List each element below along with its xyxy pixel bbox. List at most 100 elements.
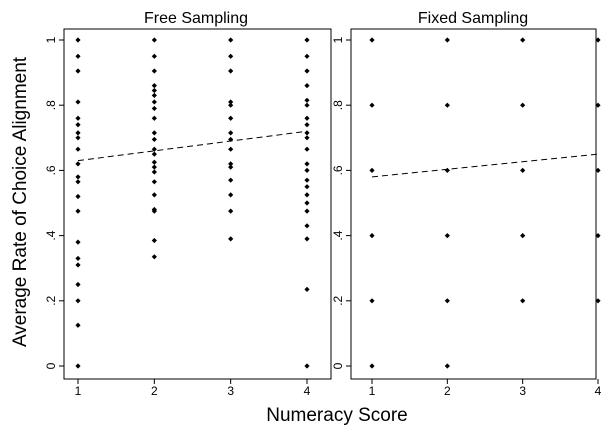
data-point — [304, 161, 310, 167]
data-point — [75, 179, 81, 185]
data-point — [228, 102, 234, 108]
data-point — [304, 146, 310, 152]
data-point — [151, 164, 157, 170]
data-point — [595, 167, 601, 173]
data-point — [75, 363, 81, 369]
data-point — [75, 37, 81, 43]
data-point — [304, 97, 310, 103]
data-point — [369, 167, 375, 173]
data-point — [304, 102, 310, 108]
data-point — [151, 237, 157, 244]
data-point — [304, 135, 310, 141]
data-point — [304, 286, 310, 292]
data-point — [304, 363, 310, 369]
data-point — [151, 87, 157, 94]
data-point — [151, 192, 157, 198]
data-point — [304, 122, 310, 128]
data-point — [75, 53, 81, 59]
plot-frame — [350, 28, 597, 380]
data-point — [228, 236, 234, 242]
data-point — [304, 37, 310, 43]
data-point — [151, 151, 157, 157]
y-tick-label: .4 — [44, 230, 58, 240]
panel-0: Free Sampling 0 .2 .4 .6 .8 1 1 2 3 4 — [44, 10, 332, 398]
data-point — [228, 192, 234, 198]
data-point — [75, 68, 81, 74]
data-point — [595, 233, 601, 239]
data-point — [304, 236, 310, 242]
data-point — [228, 177, 234, 183]
y-tick-label: 0 — [331, 362, 345, 369]
data-point — [444, 102, 450, 108]
y-tick-label: .8 — [331, 100, 345, 110]
data-point — [444, 363, 450, 369]
x-tick-label: 4 — [595, 384, 602, 398]
data-point — [151, 146, 157, 152]
data-point — [304, 115, 310, 121]
x-tick-label: 3 — [519, 384, 526, 398]
data-point — [228, 68, 234, 74]
data-point — [228, 136, 234, 143]
data-point — [304, 223, 310, 229]
x-tick-label: 1 — [369, 384, 376, 398]
data-point — [75, 298, 81, 304]
y-tick-label: .6 — [331, 165, 345, 175]
data-point — [444, 233, 450, 239]
fit-line — [371, 153, 599, 178]
data-point — [228, 53, 234, 59]
panel-title: Free Sampling — [144, 10, 248, 27]
data-point — [228, 115, 234, 121]
data-point — [520, 298, 526, 304]
data-point — [75, 239, 81, 245]
data-point — [444, 37, 450, 43]
data-point — [520, 167, 526, 173]
data-point — [151, 53, 157, 59]
data-point — [75, 130, 81, 136]
data-point — [75, 146, 81, 152]
fit-line — [77, 130, 308, 162]
data-point — [151, 92, 157, 99]
data-point — [304, 177, 310, 183]
data-point — [444, 298, 450, 304]
data-point — [304, 208, 310, 214]
data-point — [369, 233, 375, 239]
data-point — [228, 208, 234, 214]
data-point — [151, 254, 157, 260]
data-point — [595, 298, 601, 304]
x-tick-label: 1 — [75, 384, 82, 398]
data-point — [151, 208, 157, 214]
data-point — [151, 105, 157, 112]
data-point — [75, 281, 81, 288]
x-axis-title: Numeracy Score — [266, 405, 408, 426]
data-point — [369, 102, 375, 108]
data-point — [151, 115, 157, 121]
data-point — [369, 363, 375, 369]
data-point — [304, 200, 310, 206]
y-tick-label: .2 — [44, 295, 58, 305]
data-point — [151, 99, 157, 105]
data-point — [369, 298, 375, 304]
data-point — [595, 37, 601, 43]
x-tick-label: 4 — [304, 384, 311, 398]
data-point — [520, 37, 526, 43]
y-tick-label: .2 — [331, 295, 345, 305]
data-point — [228, 37, 234, 43]
y-tick-label: .6 — [44, 165, 58, 175]
data-point — [228, 164, 234, 170]
data-point — [304, 68, 310, 74]
data-point — [304, 184, 310, 190]
data-point — [151, 179, 157, 185]
data-point — [369, 37, 375, 43]
y-tick-label: 1 — [331, 36, 345, 43]
data-point — [75, 255, 81, 262]
data-point — [75, 174, 81, 180]
data-point — [595, 102, 601, 108]
y-tick-label: 0 — [44, 362, 58, 369]
data-point — [151, 169, 157, 175]
data-point — [75, 99, 81, 105]
data-point — [304, 130, 310, 136]
data-point — [228, 146, 234, 152]
